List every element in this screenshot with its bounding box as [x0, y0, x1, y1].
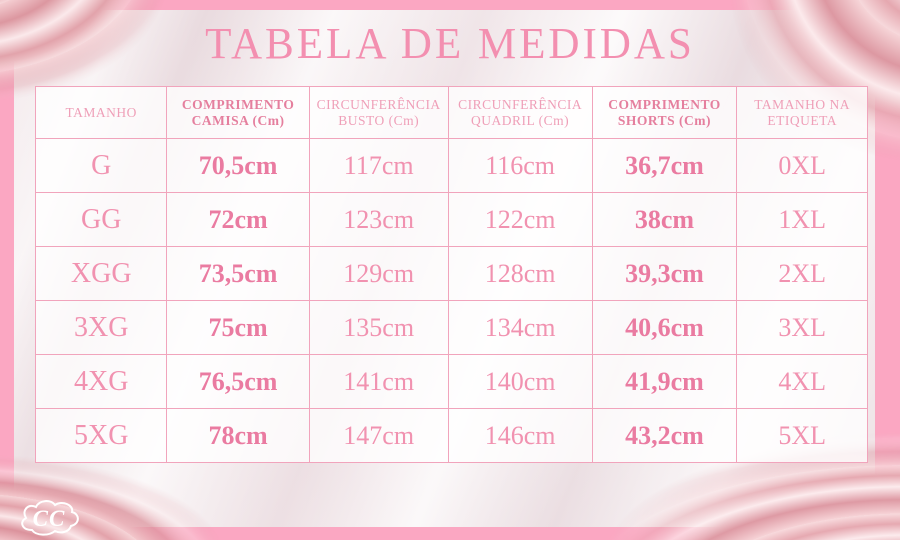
- value-cell: 117cm: [308, 138, 449, 193]
- value-cell: 1XL: [736, 192, 868, 247]
- value-cell: 41,9cm: [591, 354, 738, 409]
- value-cell: 147cm: [308, 408, 449, 463]
- value-cell: 70,5cm: [166, 138, 310, 193]
- value-cell: 135cm: [308, 300, 449, 355]
- value-cell: 3XL: [736, 300, 868, 355]
- value-cell: 38cm: [591, 192, 738, 247]
- value-cell: 72cm: [166, 192, 310, 247]
- size-cell: 3XG: [34, 300, 168, 355]
- value-cell: 76,5cm: [166, 354, 310, 409]
- column-header: CIRCUNFERÊNCIA QUADRIL (Cm): [447, 86, 593, 139]
- logo-text: CC: [33, 506, 66, 531]
- value-cell: 129cm: [308, 246, 449, 301]
- value-cell: 123cm: [308, 192, 449, 247]
- value-cell: 40,6cm: [591, 300, 738, 355]
- value-cell: 146cm: [447, 408, 593, 463]
- table-row: XGG 73,5cm 129cm 128cm 39,3cm 2XL: [34, 246, 868, 301]
- table-row: 5XG 78cm 147cm 146cm 43,2cm 5XL: [34, 408, 868, 463]
- page-title: TABELA DE MEDIDAS: [205, 19, 695, 68]
- value-cell: 134cm: [447, 300, 593, 355]
- size-cell: XGG: [34, 246, 168, 301]
- value-cell: 75cm: [166, 300, 310, 355]
- value-cell: 141cm: [308, 354, 449, 409]
- size-cell: G: [34, 138, 168, 193]
- value-cell: 140cm: [447, 354, 593, 409]
- value-cell: 43,2cm: [591, 408, 738, 463]
- value-cell: 2XL: [736, 246, 868, 301]
- value-cell: 128cm: [447, 246, 593, 301]
- cc-cloud-logo: CC: [21, 500, 79, 536]
- column-header: TAMANHO NA ETIQUETA: [736, 86, 868, 139]
- table-row: 4XG 76,5cm 141cm 140cm 41,9cm 4XL: [34, 354, 868, 409]
- value-cell: 36,7cm: [591, 138, 738, 193]
- column-header: COMPRIMENTO CAMISA (Cm): [166, 86, 310, 139]
- measurements-table: TAMANHO COMPRIMENTO CAMISA (Cm) CIRCUNFERÊ…: [34, 86, 868, 463]
- value-cell: 4XL: [736, 354, 868, 409]
- value-cell: 73,5cm: [166, 246, 310, 301]
- value-cell: 39,3cm: [591, 246, 738, 301]
- table-row: G 70,5cm 117cm 116cm 36,7cm 0XL: [34, 138, 868, 193]
- size-cell: GG: [34, 192, 168, 247]
- column-header: TAMANHO: [34, 86, 168, 139]
- size-cell: 4XG: [34, 354, 168, 409]
- size-cell: 5XG: [34, 408, 168, 463]
- table-body: G 70,5cm 117cm 116cm 36,7cm 0XL GG 72cm 123cm 122…: [34, 138, 868, 463]
- table-row: GG 72cm 123cm 122cm 38cm 1XL: [34, 192, 868, 247]
- value-cell: 122cm: [447, 192, 593, 247]
- value-cell: 0XL: [736, 138, 868, 193]
- value-cell: 78cm: [166, 408, 310, 463]
- table-header-row: TAMANHO COMPRIMENTO CAMISA (Cm) CIRCUNFERÊ…: [34, 86, 868, 139]
- value-cell: 116cm: [447, 138, 593, 193]
- column-header: CIRCUNFERÊNCIA BUSTO (Cm): [308, 86, 449, 139]
- column-header: COMPRIMENTO SHORTS (Cm): [591, 86, 738, 139]
- table-row: 3XG 75cm 135cm 134cm 40,6cm 3XL: [34, 300, 868, 355]
- value-cell: 5XL: [736, 408, 868, 463]
